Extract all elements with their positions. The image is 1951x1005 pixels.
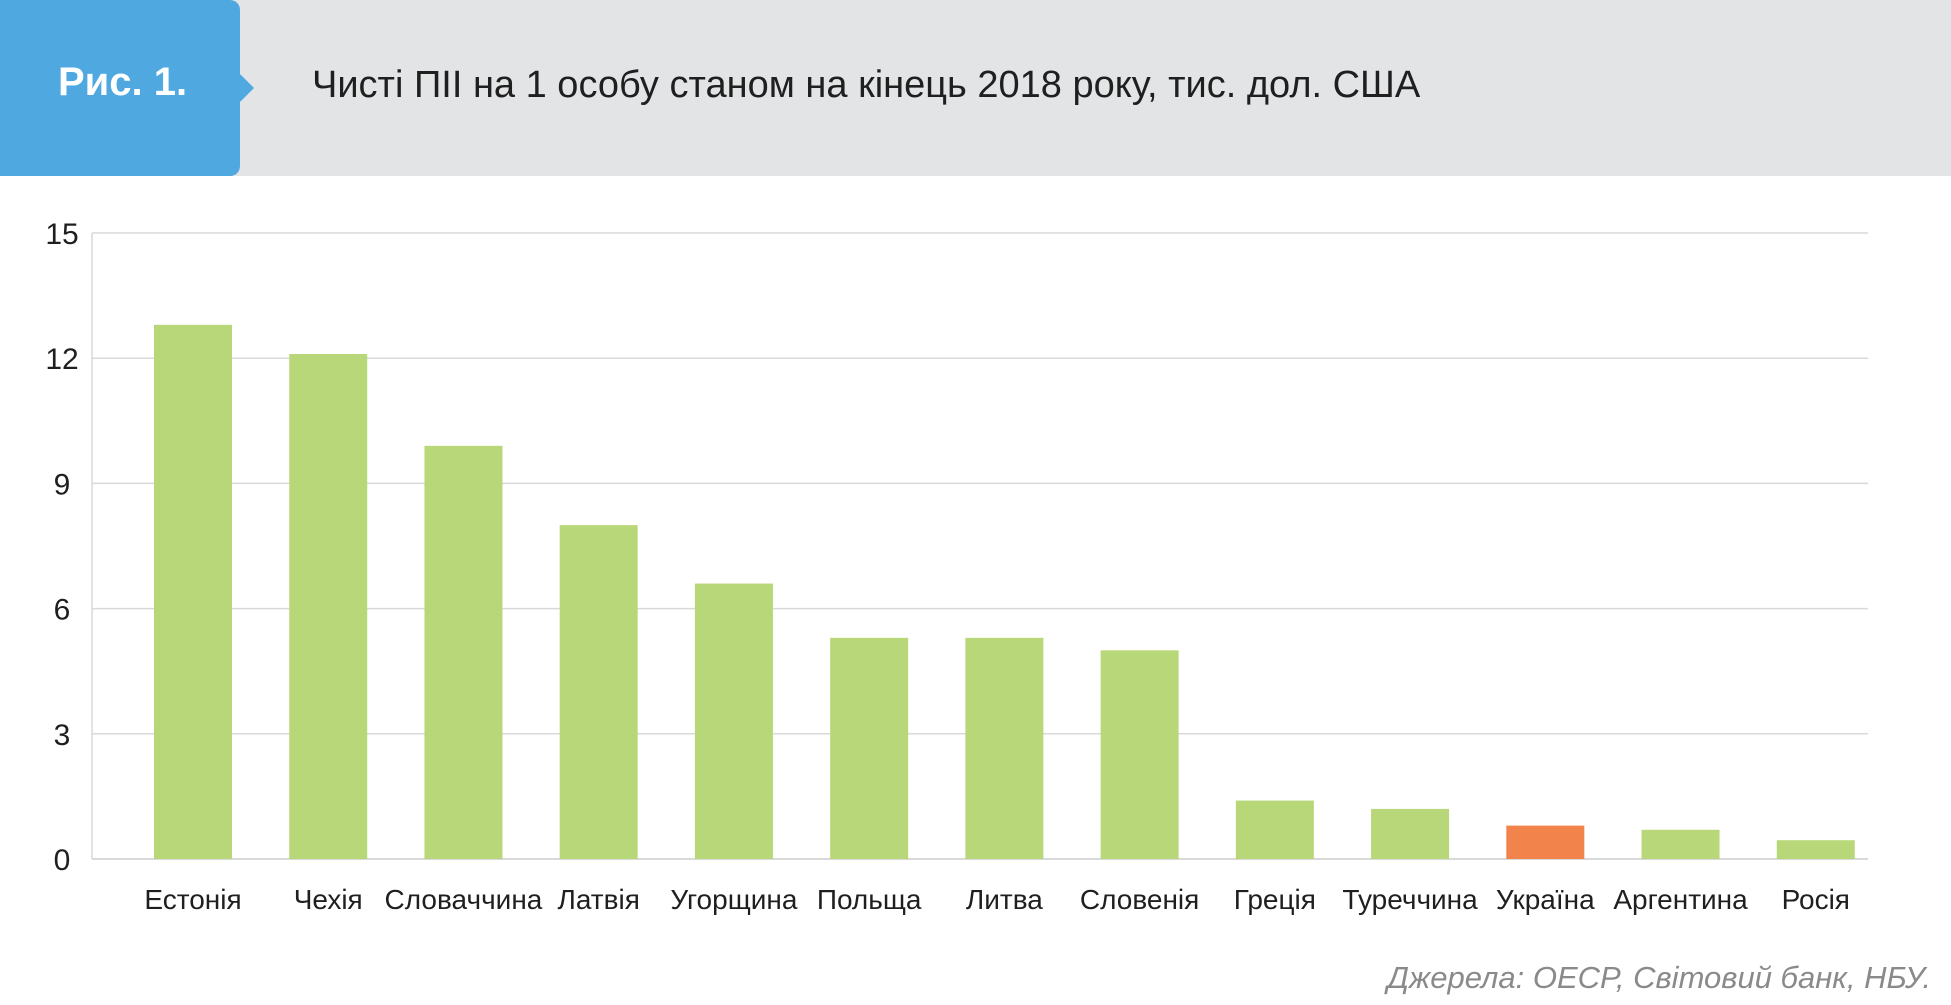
bar xyxy=(830,637,909,859)
bar xyxy=(694,583,773,859)
chart-title: Чисті ПІІ на 1 особу станом на кінець 20… xyxy=(312,64,1421,106)
bar xyxy=(1100,650,1179,859)
y-tick-label: 9 xyxy=(54,468,71,501)
x-tick-label: Словенія xyxy=(1080,884,1199,915)
bar xyxy=(1776,840,1855,859)
bar-chart: 0 3 6 9 12 15 Естонія Чехія Словаччина Латвія Угор… xyxy=(45,218,1868,915)
x-tick-label: Латвія xyxy=(557,884,639,915)
bar xyxy=(154,324,232,859)
bar xyxy=(965,637,1044,859)
source-note: Джерела: ОЕСР, Світовий банк, НБУ. xyxy=(1387,960,1931,995)
bar xyxy=(1235,800,1314,859)
x-tick-label: Естонія xyxy=(144,884,241,915)
x-tick-label: Греція xyxy=(1234,884,1316,915)
bar xyxy=(1641,829,1720,859)
bar xyxy=(424,445,503,859)
x-tick-label: Чехія xyxy=(294,884,363,915)
bar xyxy=(1371,808,1450,859)
x-tick-label: Аргентина xyxy=(1613,884,1748,915)
y-tick-label: 6 xyxy=(54,594,71,627)
y-tick-label: 15 xyxy=(45,218,78,251)
bar xyxy=(1506,825,1585,859)
x-tick-label: Угорщина xyxy=(670,884,797,915)
bar xyxy=(559,525,638,859)
x-tick-label: Туреччина xyxy=(1342,884,1478,915)
x-tick-label: Словаччина xyxy=(385,884,543,915)
header-band xyxy=(0,0,1951,176)
x-tick-label: Україна xyxy=(1496,884,1595,915)
figure-tab: Рис. 1. xyxy=(0,0,254,176)
y-tick-label: 0 xyxy=(54,844,71,877)
y-tick-label: 12 xyxy=(45,343,78,376)
y-tick-label: 3 xyxy=(54,719,71,752)
bar xyxy=(289,354,368,859)
figure-label: Рис. 1. xyxy=(58,60,188,104)
x-tick-label: Польща xyxy=(817,884,922,915)
x-tick-label: Литва xyxy=(966,884,1043,915)
x-tick-label: Росія xyxy=(1782,884,1850,915)
